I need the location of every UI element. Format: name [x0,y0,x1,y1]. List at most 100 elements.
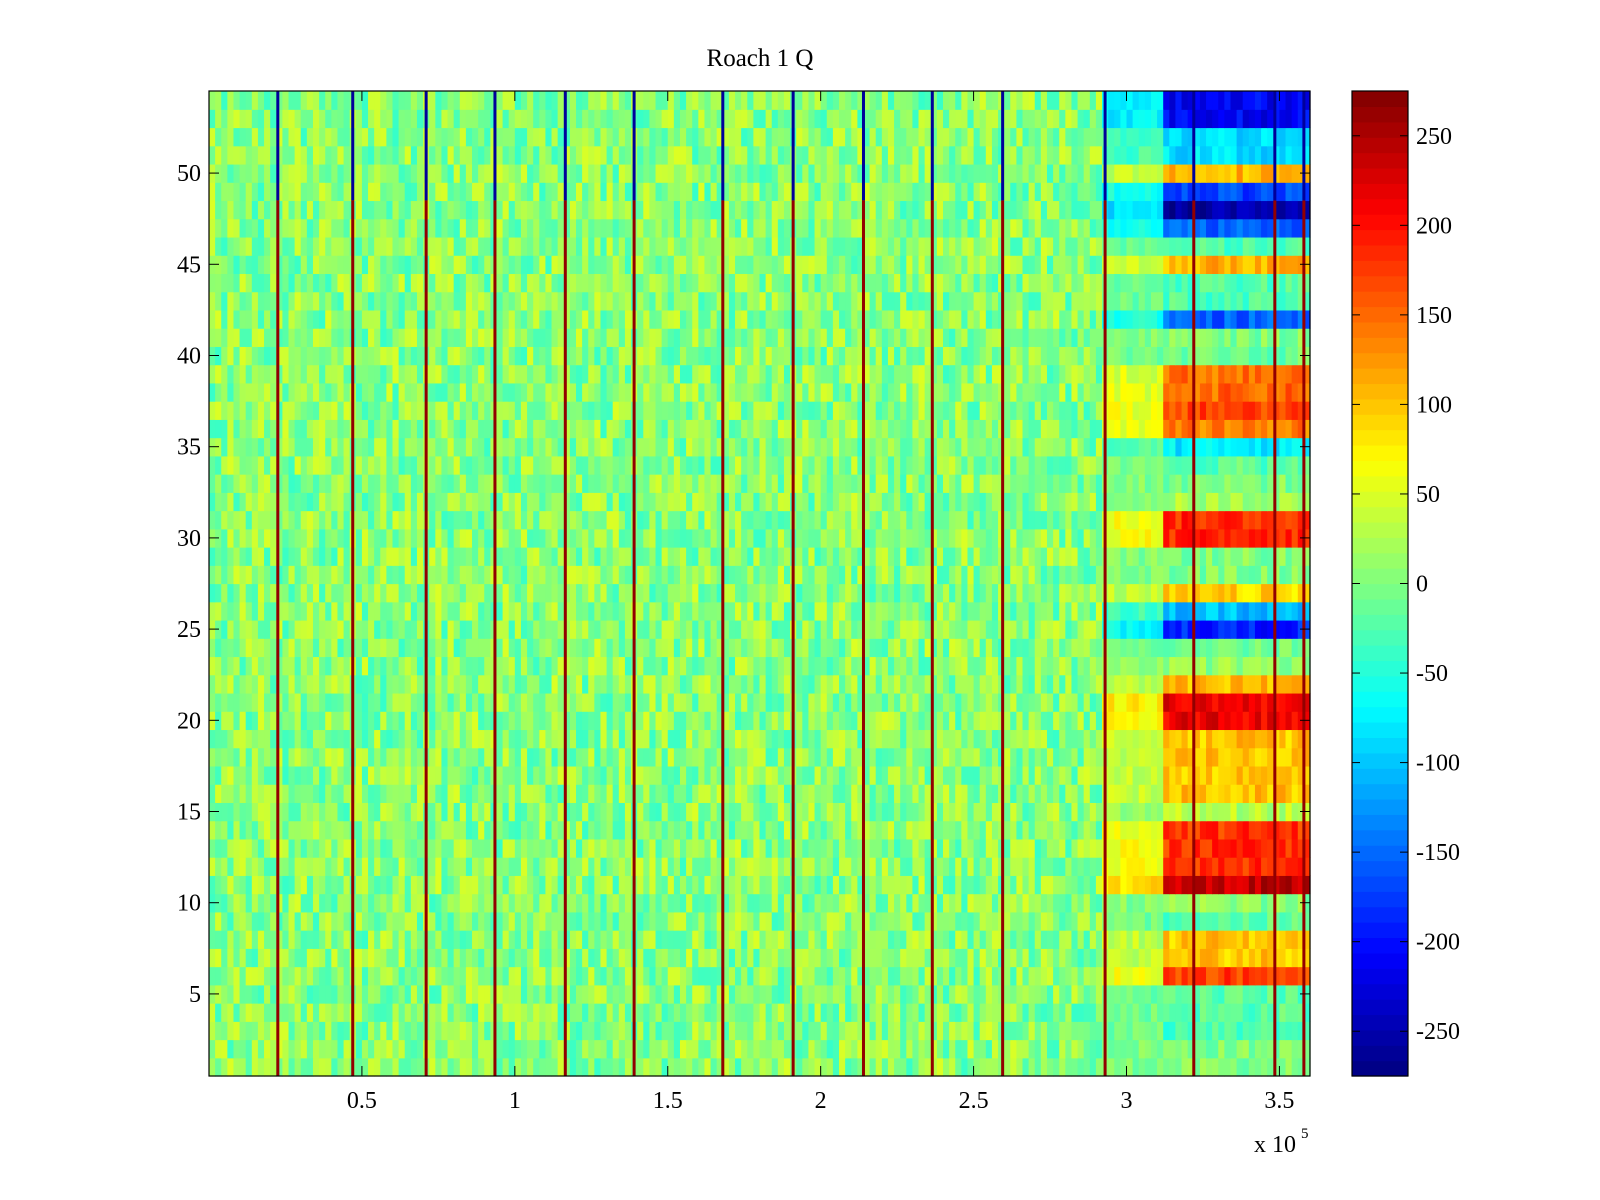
heatmap-cell [276,583,283,603]
heatmap-cell [1077,1039,1085,1059]
heatmap-cell [1034,984,1042,1004]
heatmap-cell [1083,1003,1091,1022]
heatmap-cell [429,656,436,676]
heatmap-cell [282,966,290,986]
heatmap-cell [783,601,791,621]
heatmap-cell [1157,838,1164,858]
heatmap-cell [735,601,742,621]
heatmap-cell [239,1003,247,1022]
heatmap-cell [777,857,785,876]
heatmap-cell [961,674,969,694]
heatmap-cell [679,711,687,731]
heatmap-cell [1242,674,1250,694]
heatmap-cell [331,638,339,658]
heatmap-cell [380,911,387,931]
heatmap-cell [221,601,228,621]
heatmap-cell [900,857,907,876]
heatmap-cell [496,565,504,585]
heatmap-cell [1071,930,1079,949]
heatmap-cell [832,875,840,895]
heatmap-cell [814,838,822,858]
heatmap-cell [753,765,761,785]
heatmap-cell [410,565,418,585]
heatmap-cell [557,638,565,658]
heatmap-cell [306,966,314,986]
heatmap-cell [808,638,816,658]
heatmap-cell [1206,857,1213,876]
heatmap-cell [386,638,394,658]
heatmap-cell [692,1057,699,1077]
heatmap-cell [465,875,473,895]
heatmap-cell [1199,692,1207,712]
heatmap-cell [398,820,406,840]
heatmap-cell [637,711,644,731]
heatmap-cell [796,1021,803,1041]
heatmap-cell [1236,638,1244,658]
heatmap-cell [1297,1039,1305,1059]
heatmap-cell [991,984,999,1004]
heatmap-cell [361,565,369,585]
heatmap-cell [771,784,779,803]
heatmap-cell [814,984,822,1004]
heatmap-cell [539,601,547,621]
heatmap-cell [416,984,424,1004]
heatmap-cell [453,1039,461,1059]
heatmap-cell [955,747,962,767]
heatmap-cell [655,948,663,968]
heatmap-cell [264,729,271,749]
heatmap-cell [1218,784,1225,803]
heatmap-cell [331,765,339,785]
heatmap-cell [1242,601,1250,621]
heatmap-cell [618,802,626,822]
heatmap-cell [649,711,657,731]
heatmap-cell [1218,601,1225,621]
heatmap-cell [294,619,302,639]
heatmap-cell [435,820,443,840]
heatmap-cell [1175,747,1183,767]
heatmap-cell [943,656,950,676]
heatmap-cell [398,1057,406,1077]
heatmap-cell [325,966,332,986]
heatmap-cell [551,747,559,767]
heatmap-cell [239,838,247,858]
heatmap-cell [1261,638,1268,658]
heatmap-cell [906,619,914,639]
heatmap-cell [264,656,271,676]
heatmap-cell [863,638,871,658]
heatmap-cell [759,948,767,968]
heatmap-cell [251,765,259,785]
heatmap-cell [1114,583,1121,603]
heatmap-cell [808,692,816,712]
heatmap-cell [643,565,650,585]
heatmap-cell [1034,857,1042,876]
heatmap-cell [796,802,803,822]
heatmap-cell [300,857,308,876]
heatmap-cell [300,1057,308,1077]
heatmap-cell [386,674,394,694]
heatmap-cell [416,784,424,803]
heatmap-cell [936,656,944,676]
heatmap-cell [276,984,283,1004]
heatmap-cell [1273,619,1281,639]
heatmap-cell [1065,893,1073,913]
heatmap-cell [239,930,247,949]
heatmap-cell [722,1021,730,1041]
heatmap-cell [251,893,259,913]
heatmap-cell [257,638,265,658]
heatmap-cell [1004,1057,1011,1077]
heatmap-cell [508,930,516,949]
heatmap-cell [374,638,381,658]
heatmap-cell [985,1039,993,1059]
heatmap-cell [637,911,644,931]
heatmap-cell [1138,893,1146,913]
heatmap-cell [930,1003,938,1022]
heatmap-cell [673,656,681,676]
heatmap-cell [563,948,571,968]
heatmap-cell [1132,893,1140,913]
heatmap-cell [1291,638,1299,658]
heatmap-cell [435,619,443,639]
heatmap-cell [955,984,962,1004]
heatmap-cell [1028,1021,1036,1041]
heatmap-cell [404,674,412,694]
heatmap-cell [404,911,412,931]
